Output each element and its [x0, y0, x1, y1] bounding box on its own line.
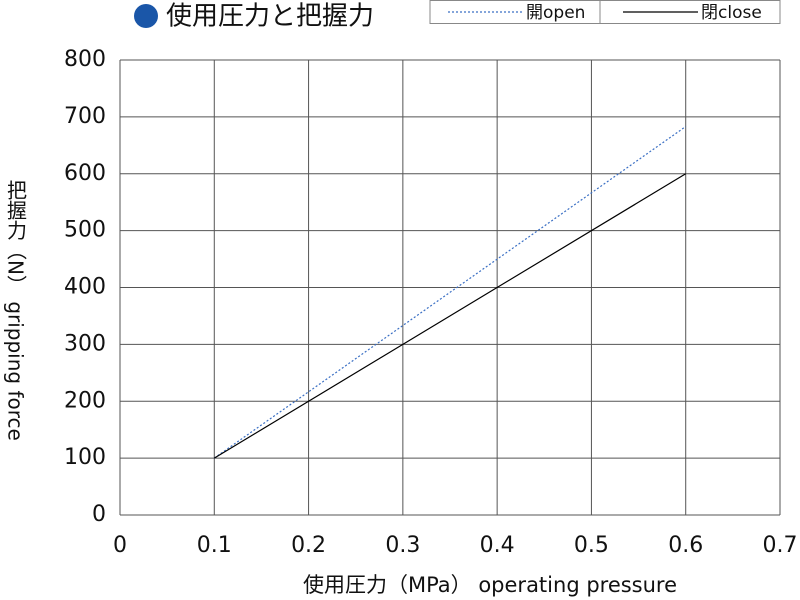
- y-tick-label: 500: [64, 218, 106, 243]
- y-tick-label: 100: [64, 445, 106, 470]
- x-tick-label: 0.4: [480, 533, 515, 558]
- title-bullet: [134, 4, 158, 28]
- x-tick-label: 0.7: [763, 533, 798, 558]
- y-tick-label: 300: [64, 331, 106, 356]
- x-tick-label: 0: [113, 533, 127, 558]
- x-tick-label: 0.3: [385, 533, 420, 558]
- x-axis-label: 使用圧力（MPa） operating pressure: [303, 573, 677, 597]
- y-tick-label: 700: [64, 104, 106, 129]
- y-tick-label: 200: [64, 388, 106, 413]
- y-tick-label: 400: [64, 275, 106, 300]
- y-axis-label: 把握力（N） gripping force: [4, 180, 28, 441]
- legend-label: 閉close: [701, 3, 762, 23]
- series-line: [213, 173, 687, 459]
- y-tick-label: 600: [64, 161, 106, 186]
- x-tick-label: 0.5: [574, 533, 609, 558]
- y-tick-label: 0: [92, 502, 106, 527]
- series-line: [213, 126, 687, 459]
- chart-title: 使用圧力と把握力: [166, 2, 374, 32]
- x-tick-label: 0.1: [197, 533, 232, 558]
- x-tick-label: 0.2: [291, 533, 326, 558]
- y-tick-label: 800: [64, 47, 106, 72]
- legend-box: [599, 0, 781, 24]
- x-tick-label: 0.6: [668, 533, 703, 558]
- legend-label: 開open: [526, 3, 585, 23]
